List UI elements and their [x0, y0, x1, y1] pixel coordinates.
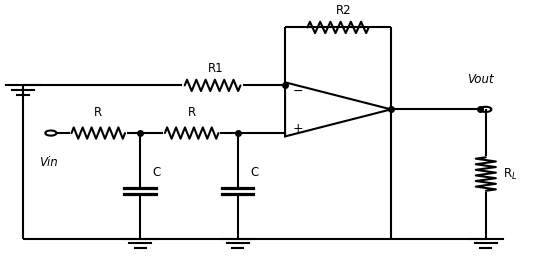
Text: Vin: Vin: [39, 156, 58, 169]
Text: C: C: [250, 166, 258, 179]
Text: R: R: [188, 106, 196, 119]
Text: Vout: Vout: [467, 73, 494, 86]
Text: R: R: [94, 106, 102, 119]
Text: R1: R1: [207, 62, 223, 75]
Text: R2: R2: [336, 4, 352, 17]
Text: C: C: [153, 166, 161, 179]
Text: $-$: $-$: [292, 83, 303, 96]
Text: R$_L$: R$_L$: [503, 166, 517, 181]
Text: $+$: $+$: [292, 122, 303, 135]
